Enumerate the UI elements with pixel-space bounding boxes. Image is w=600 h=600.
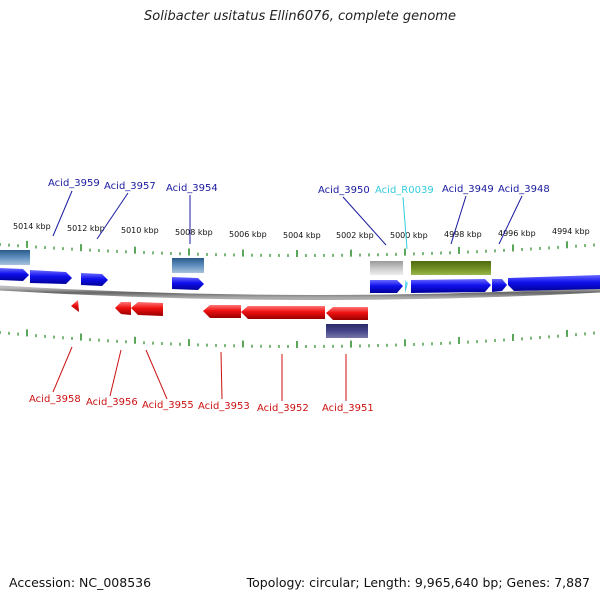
gene-label-acid-3958[interactable]: Acid_3958 bbox=[29, 394, 81, 405]
scale-label-5010: 5010 kbp bbox=[121, 226, 159, 235]
leader-acid-3948 bbox=[498, 195, 523, 245]
scale-label-4994: 4994 kbp bbox=[552, 227, 590, 236]
gene-label-acid-3954[interactable]: Acid_3954 bbox=[166, 183, 218, 194]
gene-label-acid-3952[interactable]: Acid_3952 bbox=[257, 403, 309, 414]
scale-label-4996: 4996 kbp bbox=[498, 229, 536, 238]
gene-arrow-forward[interactable] bbox=[172, 277, 204, 290]
scale-label-4998: 4998 kbp bbox=[444, 230, 482, 239]
genome-backbone bbox=[0, 285, 600, 301]
bottom-leader-lines bbox=[52, 346, 347, 401]
leader-acid-r0039 bbox=[402, 196, 408, 250]
scale-labels: 5014 kbp 5012 kbp 5010 kbp 5008 kbp 5006… bbox=[13, 222, 590, 240]
gene-label-acid-3957[interactable]: Acid_3957 bbox=[104, 181, 156, 192]
gene-label-acid-3949[interactable]: Acid_3949 bbox=[442, 184, 494, 195]
gene-arrow-reverse[interactable] bbox=[241, 306, 325, 319]
reverse-strand-features bbox=[71, 300, 368, 320]
leader-acid-3957 bbox=[96, 192, 129, 240]
feature-block-grey[interactable] bbox=[370, 261, 403, 275]
gene-arrow-forward[interactable] bbox=[411, 279, 491, 293]
leader-acid-3953 bbox=[220, 351, 223, 400]
gene-arrow-forward[interactable] bbox=[0, 268, 29, 281]
bottom-gene-labels: Acid_3958 Acid_3956 Acid_3955 Acid_3953 … bbox=[29, 394, 374, 414]
gene-arrow-reverse[interactable] bbox=[131, 302, 163, 316]
leader-acid-3949 bbox=[450, 195, 467, 245]
leader-acid-3958 bbox=[52, 346, 73, 393]
gene-arrow-forward[interactable] bbox=[492, 279, 507, 292]
gene-arrow-reverse[interactable] bbox=[326, 307, 368, 320]
forward-outer-blocks bbox=[0, 250, 491, 275]
scale-label-5014: 5014 kbp bbox=[13, 222, 51, 231]
scale-label-5002: 5002 kbp bbox=[336, 231, 374, 240]
scale-label-5000: 5000 kbp bbox=[390, 231, 428, 240]
feature-block-steel[interactable] bbox=[172, 258, 204, 273]
scale-label-5004: 5004 kbp bbox=[283, 231, 321, 240]
gene-arrow-forward[interactable] bbox=[508, 275, 600, 291]
accession-text: Accession: NC_008536 bbox=[9, 575, 152, 590]
gene-arrow-forward[interactable] bbox=[370, 280, 403, 293]
scale-label-5008: 5008 kbp bbox=[175, 228, 213, 237]
leader-acid-3956 bbox=[109, 349, 122, 397]
gene-label-acid-3955[interactable]: Acid_3955 bbox=[142, 400, 194, 411]
rna-feature[interactable] bbox=[405, 280, 408, 293]
forward-strand-features bbox=[0, 268, 600, 293]
map-title: Solibacter usitatus Ellin6076, complete … bbox=[144, 9, 456, 24]
scale-ticks-bottom bbox=[0, 329, 595, 348]
gene-label-acid-3948[interactable]: Acid_3948 bbox=[498, 184, 550, 195]
scale-label-5012: 5012 kbp bbox=[67, 224, 105, 233]
feature-block-navy[interactable] bbox=[326, 324, 368, 338]
gene-label-acid-3959[interactable]: Acid_3959 bbox=[48, 178, 100, 189]
gene-arrow-reverse[interactable] bbox=[203, 305, 241, 318]
leader-acid-3950 bbox=[342, 196, 387, 246]
gene-label-acid-3956[interactable]: Acid_3956 bbox=[86, 397, 138, 408]
gene-label-acid-3950[interactable]: Acid_3950 bbox=[318, 185, 370, 196]
gene-arrow-reverse[interactable] bbox=[115, 302, 131, 315]
gene-arrow-forward[interactable] bbox=[30, 270, 72, 284]
scale-ticks-top bbox=[0, 240, 595, 257]
feature-block-steel[interactable] bbox=[0, 250, 30, 265]
gene-label-acid-r0039[interactable]: Acid_R0039 bbox=[375, 185, 434, 196]
leader-acid-3955 bbox=[145, 349, 168, 400]
gene-arrow-forward[interactable] bbox=[81, 273, 108, 286]
feature-block-olive[interactable] bbox=[411, 261, 491, 275]
gene-arrow-reverse[interactable] bbox=[71, 300, 79, 312]
top-gene-labels: Acid_3959 Acid_3957 Acid_3954 Acid_3950 … bbox=[48, 178, 550, 196]
scale-label-5006: 5006 kbp bbox=[229, 230, 267, 239]
leader-acid-3959 bbox=[52, 190, 73, 237]
top-leader-lines bbox=[52, 190, 523, 250]
genome-summary-text: Topology: circular; Length: 9,965,640 bp… bbox=[246, 575, 590, 590]
gene-label-acid-3951[interactable]: Acid_3951 bbox=[322, 403, 374, 414]
gene-label-acid-3953[interactable]: Acid_3953 bbox=[198, 401, 250, 412]
